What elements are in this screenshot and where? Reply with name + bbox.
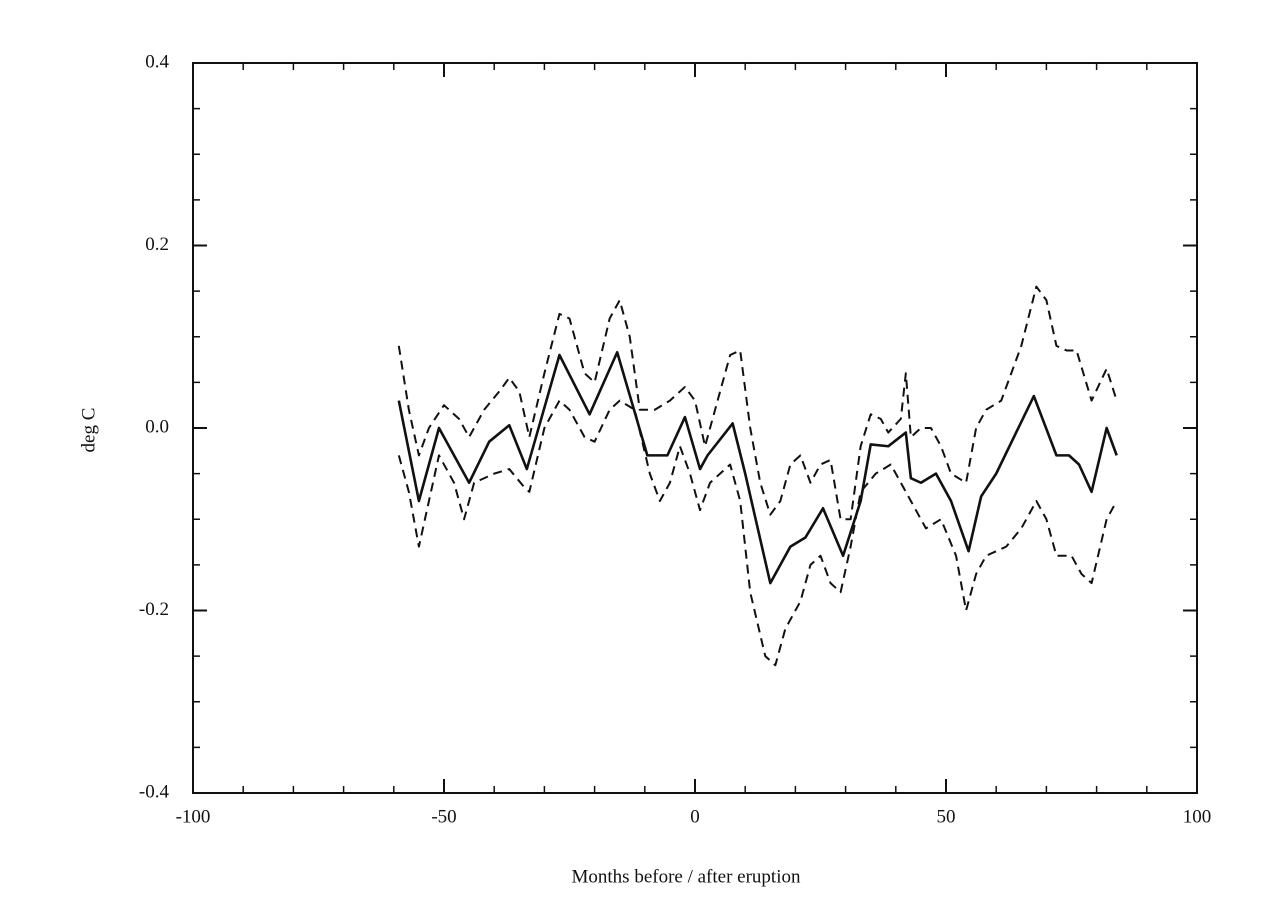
y-axis-label: deg C bbox=[78, 408, 99, 453]
x-tick-label: -50 bbox=[431, 806, 456, 827]
y-tick-label: -0.2 bbox=[139, 599, 169, 620]
x-axis-label: Months before / after eruption bbox=[572, 866, 801, 887]
y-tick-label: 0.4 bbox=[145, 51, 169, 72]
dashed-line bbox=[397, 285, 1118, 521]
x-tick-label: -100 bbox=[176, 806, 211, 827]
x-tick-label: 0 bbox=[690, 806, 700, 827]
y-tick-label: 0.0 bbox=[145, 416, 169, 437]
x-tick-label: 50 bbox=[937, 806, 956, 827]
y-tick-label: -0.4 bbox=[139, 781, 170, 802]
dashed-line bbox=[397, 399, 1118, 667]
x-tick-label: 100 bbox=[1183, 806, 1212, 827]
solid-line bbox=[397, 350, 1118, 585]
y-tick-label: 0.2 bbox=[145, 234, 169, 255]
